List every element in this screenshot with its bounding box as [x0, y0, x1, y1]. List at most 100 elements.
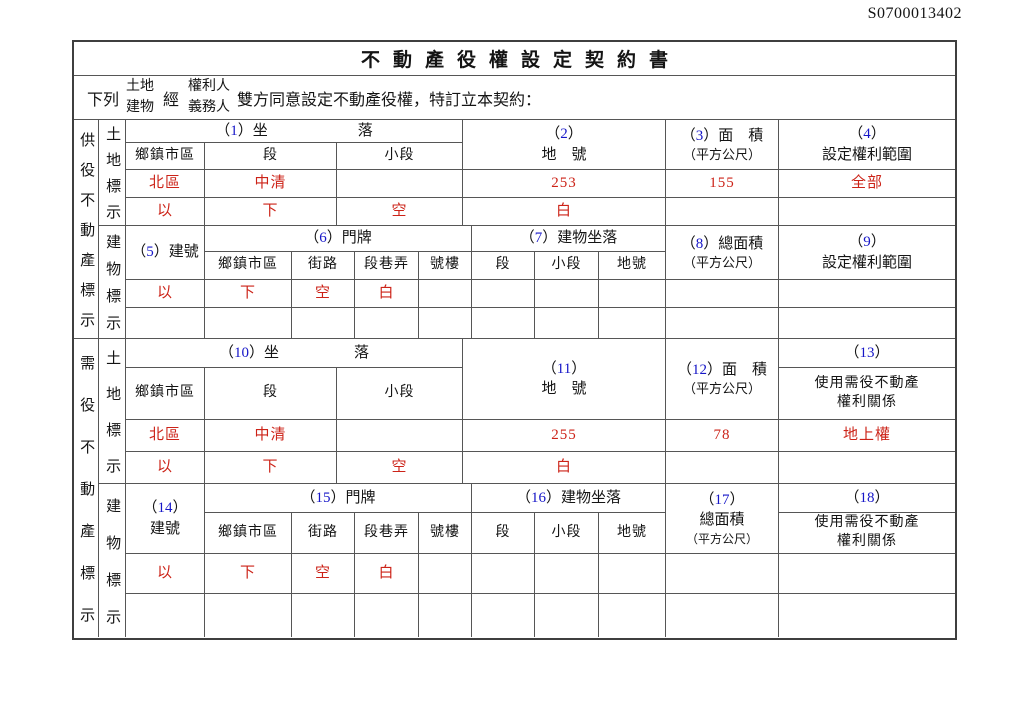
cell-empty: [779, 198, 955, 226]
cell-empty: [666, 198, 779, 226]
cell-section: 中清: [205, 170, 337, 198]
header-section: 段: [205, 143, 337, 170]
intro-suffix: 雙方同意設定不動產役權，特訂立本契約：: [237, 91, 542, 109]
cell-empty: [535, 594, 599, 637]
cell-empty: [779, 308, 955, 338]
header-13-label: 使用需役不動產 權利關係: [779, 368, 955, 420]
header-area: （12）面 積 （平方公尺）: [666, 339, 779, 420]
cell-empty: [472, 280, 535, 308]
cell-empty: [666, 308, 779, 338]
intro-via: 經: [163, 91, 180, 109]
cell-empty: [779, 452, 955, 484]
cell-empty: [599, 554, 666, 594]
header-subsection: 小段: [535, 252, 599, 280]
cell-blank-below-4: 白: [355, 280, 419, 308]
cell-empty: [292, 594, 355, 637]
cell-empty: [292, 308, 355, 338]
cell-empty: [535, 308, 599, 338]
header-lane: 段巷弄: [355, 252, 419, 280]
header-18-number: （18）: [779, 484, 955, 513]
header-district: 鄉鎮市區: [205, 252, 292, 280]
cell-subsection: [337, 170, 463, 198]
header-door-plate: （6）門牌: [205, 226, 472, 252]
header-total-area: （17） 總面積 （平方公尺）: [666, 484, 779, 554]
cell-empty: [472, 308, 535, 338]
cell-empty: [472, 594, 535, 637]
cell-empty: [419, 280, 472, 308]
header-building-location: （7）建物坐落: [472, 226, 666, 252]
header-area: （3）面 積 （平方公尺）: [666, 120, 779, 170]
intro-obligor: 義務人: [188, 99, 231, 115]
cell-land-number: 255: [463, 420, 666, 452]
cell-empty: [779, 594, 955, 637]
cell-area: 155: [666, 170, 779, 198]
cell-empty: [779, 280, 955, 308]
header-building-location: （16）建物坐落: [472, 484, 666, 513]
cell-empty: [666, 280, 779, 308]
header-lot-location: （1）坐 落: [126, 120, 463, 143]
cell-blank-below-3: 空: [292, 280, 355, 308]
cell-blank-below-3: 空: [292, 554, 355, 594]
cell-empty: [535, 554, 599, 594]
cell-district: 北區: [126, 420, 205, 452]
paren-close: ）: [237, 122, 253, 139]
cell-area: 78: [666, 420, 779, 452]
section-side-label: 供役不動產標示: [74, 120, 99, 338]
cell-blank-below-1: 以: [126, 280, 205, 308]
land-side-label: 土地標示: [99, 120, 126, 226]
cell-empty: [419, 308, 472, 338]
intro-land-building-stack: 土地 建物: [126, 77, 154, 118]
cell-empty: [205, 308, 292, 338]
header-land-no: 地號: [599, 252, 666, 280]
cell-empty: [535, 280, 599, 308]
header-section: 段: [472, 513, 535, 554]
cell-blank-below-4: 白: [463, 452, 666, 484]
intro-clause: 下列 土地 建物 經 權利人 義務人 雙方同意設定不動產役權，特訂立本契約：: [74, 76, 955, 120]
cell-section: 中清: [205, 420, 337, 452]
header-18-label: 使用需役不動產 權利關係: [779, 513, 955, 554]
cell-scope: 全部: [779, 170, 955, 198]
page-title: 不動產役權設定契約書: [74, 42, 955, 76]
cell-empty: [205, 594, 292, 637]
header-building-number: （5）建號: [126, 226, 205, 280]
cell-empty: [599, 280, 666, 308]
section-servient-estate: 供役不動產標示 土地標示 （1）坐 落 （2） 地 號 （3）面 積 （平方公尺…: [74, 120, 955, 339]
header-district: 鄉鎮市區: [126, 368, 205, 420]
intro-building: 建物: [126, 99, 155, 115]
cell-empty: [419, 554, 472, 594]
cell-empty: [666, 452, 779, 484]
intro-land: 土地: [126, 79, 155, 95]
header-street: 街路: [292, 252, 355, 280]
header-door-plate: （15）門牌: [205, 484, 472, 513]
contract-table: 不動產役權設定契約書 下列 土地 建物 經 權利人 義務人 雙方同意設定不動產役…: [72, 40, 957, 640]
header-section: 段: [205, 368, 337, 420]
header-subsection: 小段: [535, 513, 599, 554]
cell-right-relation: 地上權: [779, 420, 955, 452]
cell-land-number: 253: [463, 170, 666, 198]
header-lane: 段巷弄: [355, 513, 419, 554]
cell-blank-below-2: 下: [205, 198, 337, 226]
header-right-scope-building: （9） 設定權利範圍: [779, 226, 955, 280]
header-land-number: （2） 地 號: [463, 120, 666, 170]
cell-blank-below-3: 空: [337, 452, 463, 484]
cell-blank-below-3: 空: [337, 198, 463, 226]
cell-empty: [779, 554, 955, 594]
paren-open: （: [215, 122, 231, 139]
cell-empty: [666, 554, 779, 594]
cell-blank-below-1: 以: [126, 198, 205, 226]
header-building-number: （14） 建號: [126, 484, 205, 554]
header-subsection: 小段: [337, 368, 463, 420]
intro-obligee: 權利人: [188, 79, 231, 95]
building-side-label: 建物標示: [99, 484, 126, 637]
land-side-label: 土地標示: [99, 339, 126, 484]
section-side-label: 需役不動產標示: [74, 339, 99, 637]
cell-subsection: [337, 420, 463, 452]
header-number-floor: 號樓: [419, 513, 472, 554]
cell-blank-below-2: 下: [205, 554, 292, 594]
section-dominant-estate: 需役不動產標示 土地標示 （10）坐 落 （11） 地 號 （12）面 積 （平…: [74, 339, 955, 637]
intro-parties-stack: 權利人 義務人: [188, 77, 230, 118]
header-right-scope: （4） 設定權利範圍: [779, 120, 955, 170]
header-land-no: 地號: [599, 513, 666, 554]
header-13-number: （13）: [779, 339, 955, 368]
